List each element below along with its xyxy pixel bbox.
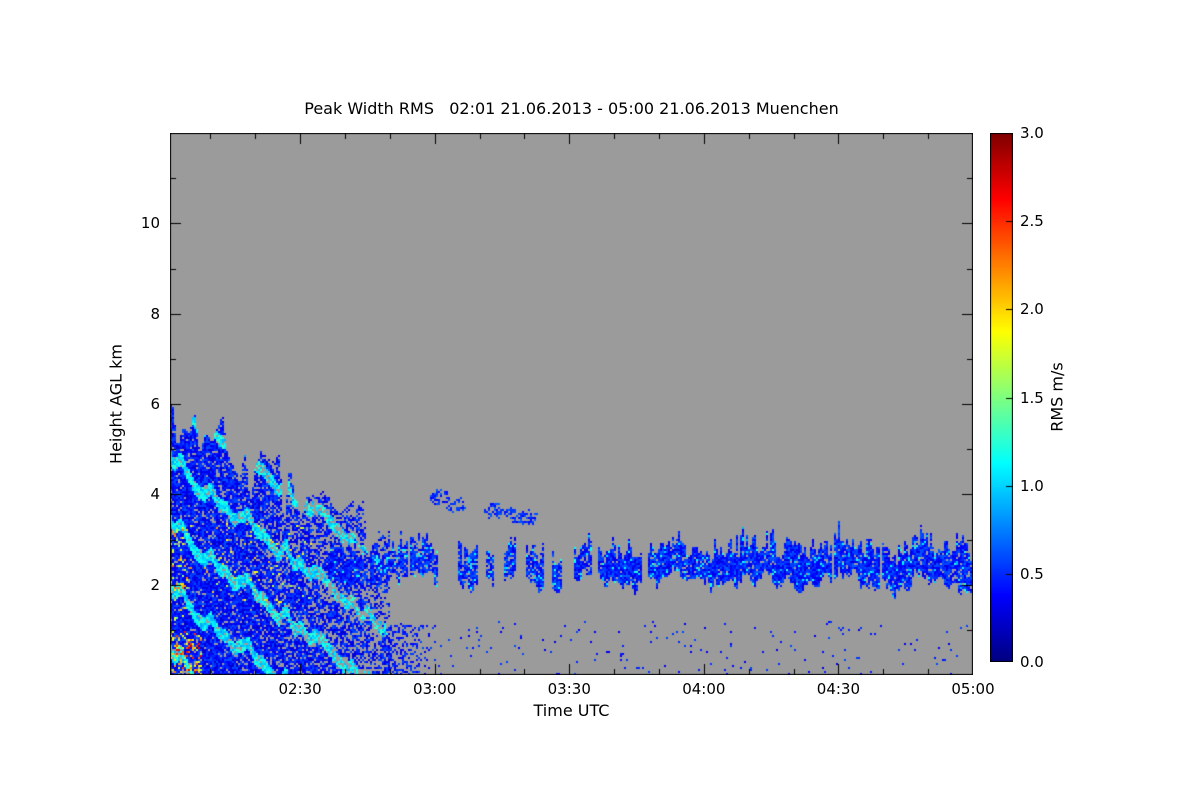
x-axis-label: Time UTC <box>533 701 610 720</box>
y-tick-label: 2 <box>150 575 160 594</box>
colorbar-tick-label: 2.0 <box>1020 300 1044 319</box>
colorbar-tick-label: 0.0 <box>1020 653 1044 671</box>
x-tick-label: 02:30 <box>278 680 322 698</box>
y-tick-label: 8 <box>150 304 160 323</box>
colorbar-tick-label: 1.5 <box>1020 388 1044 407</box>
colorbar-tick-label: 2.5 <box>1020 212 1044 231</box>
x-tick-label: 03:00 <box>413 680 457 698</box>
colorbar-tick-label: 0.5 <box>1020 564 1044 583</box>
y-tick-label: 4 <box>150 485 160 504</box>
heatmap-plot <box>170 133 973 675</box>
y-tick-label: 6 <box>150 395 160 413</box>
colorbar-tick-label: 3.0 <box>1020 124 1044 142</box>
colorbar-tick-label: 1.0 <box>1020 476 1044 495</box>
chart-title: Peak Width RMS 02:01 21.06.2013 - 05:00 … <box>304 99 839 118</box>
x-tick-label: 03:30 <box>547 680 591 698</box>
colorbar-label: RMS m/s <box>1047 362 1067 432</box>
x-tick-label: 04:00 <box>682 680 726 698</box>
y-tick-label: 10 <box>140 214 160 233</box>
colorbar <box>990 133 1013 662</box>
x-tick-label: 04:30 <box>816 680 861 698</box>
x-tick-label: 05:00 <box>951 680 995 698</box>
